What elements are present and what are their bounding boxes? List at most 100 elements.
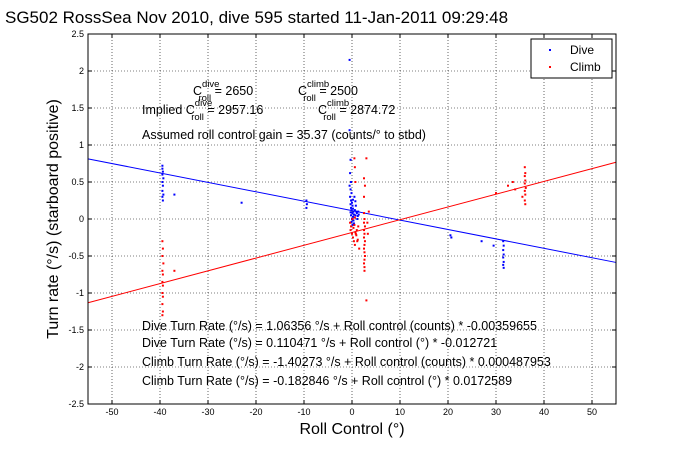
implied-c-roll-climb: Cclimb roll = 2874.72 <box>318 98 395 123</box>
climb-point <box>161 247 164 250</box>
climb-fit-line <box>87 161 617 304</box>
climb-point <box>161 255 164 257</box>
dive-point <box>492 244 495 247</box>
climb-point <box>521 195 524 198</box>
climb-point <box>363 251 366 254</box>
climb-point <box>363 212 365 215</box>
dive-point <box>162 177 165 180</box>
climb-point <box>355 234 358 237</box>
x-tick-label: 40 <box>539 407 549 417</box>
y-tick-label: 1.5 <box>71 103 84 113</box>
dive-point <box>502 263 505 266</box>
fit-lines <box>87 158 617 304</box>
dive-point <box>357 210 360 213</box>
climb-point <box>353 216 356 219</box>
climb-point <box>352 226 355 229</box>
climb-point <box>358 247 361 250</box>
x-tick-labels: -50 -40 -30 -20 -10 0 10 20 30 40 50 <box>105 407 597 417</box>
climb-point <box>354 232 357 235</box>
climb-point <box>349 221 352 224</box>
climb-point <box>363 184 366 187</box>
climb-point <box>363 225 366 228</box>
legend-climb-label: Climb <box>570 60 601 74</box>
dive-point <box>349 188 352 191</box>
climb-point <box>366 221 369 224</box>
fit-equations: Dive Turn Rate (°/s) = 1.06356 °/s + Rol… <box>142 319 551 388</box>
climb-point <box>162 262 165 265</box>
climb-point <box>363 177 365 180</box>
plot-frame <box>87 33 617 405</box>
climb-point <box>365 157 368 160</box>
dive-point <box>351 198 354 201</box>
climb-point <box>523 189 526 192</box>
climb-point <box>349 229 352 232</box>
dive-point <box>502 256 505 259</box>
x-axis-label: Roll Control (°) <box>299 421 404 438</box>
climb-point <box>353 223 356 226</box>
dive-point <box>502 260 505 263</box>
dive-point <box>351 212 354 215</box>
c-roll-climb: Cclimb roll = 2500 <box>298 79 358 104</box>
dive-point <box>352 213 355 216</box>
dive-point <box>356 215 359 218</box>
climb-point <box>363 247 365 250</box>
dive-point <box>502 249 505 252</box>
climb-point <box>363 232 366 235</box>
climb-point <box>507 184 509 187</box>
climb-point <box>354 181 357 183</box>
climb-point <box>363 240 366 243</box>
climb-point <box>161 303 164 306</box>
dive-point <box>450 236 453 239</box>
legend-box <box>530 38 613 79</box>
dive-point <box>305 199 308 202</box>
climb-point <box>363 266 366 269</box>
dive-point <box>353 209 356 212</box>
y-tick-label: 1 <box>79 140 84 150</box>
climb-point <box>363 229 365 232</box>
dive-point <box>356 218 359 220</box>
dive-point <box>351 207 354 210</box>
x-tick-label: -40 <box>153 407 166 417</box>
dive-point <box>352 210 355 213</box>
climb-point <box>161 269 164 272</box>
dive-point <box>161 170 164 173</box>
dive-point <box>161 195 164 198</box>
dive-point <box>305 206 308 209</box>
dive-point <box>350 209 353 212</box>
x-tick-label: -30 <box>201 407 214 417</box>
climb-point <box>351 218 354 220</box>
dive-point <box>351 204 354 207</box>
y-tick-label: -2.5 <box>68 399 84 409</box>
climb-point <box>365 299 368 302</box>
x-tick-label: -10 <box>297 407 310 417</box>
climb-point <box>357 225 360 228</box>
dive-point <box>353 195 356 198</box>
dive-point <box>354 200 357 203</box>
climb-point <box>363 243 366 246</box>
y-tick-label: -0.5 <box>68 251 84 261</box>
legend-dive-label: Dive <box>570 43 594 57</box>
climb-point <box>161 240 164 243</box>
dive-point <box>161 164 164 167</box>
dive-point <box>350 192 353 195</box>
climb-point <box>353 243 356 246</box>
dive-point <box>162 193 165 196</box>
climb-point <box>356 238 359 241</box>
climb-point <box>363 221 365 224</box>
data-points <box>161 58 527 317</box>
climb-point <box>161 310 164 313</box>
climb-point <box>363 269 366 272</box>
dive-point <box>240 201 243 204</box>
climb-point <box>356 240 359 243</box>
dive-point <box>348 184 351 187</box>
dive-point <box>354 214 357 217</box>
y-tick-label: 0 <box>79 214 84 224</box>
climb-degrees-equation: Climb Turn Rate (°/s) = -0.182846 °/s + … <box>142 374 512 388</box>
dive-point <box>305 203 308 206</box>
climb-point <box>523 199 526 202</box>
climb-point <box>350 225 353 228</box>
climb-point <box>523 175 526 178</box>
c-roll-dive: Cdive roll = 2650 <box>193 79 253 104</box>
climb-point <box>173 269 176 272</box>
dive-point <box>161 173 164 176</box>
